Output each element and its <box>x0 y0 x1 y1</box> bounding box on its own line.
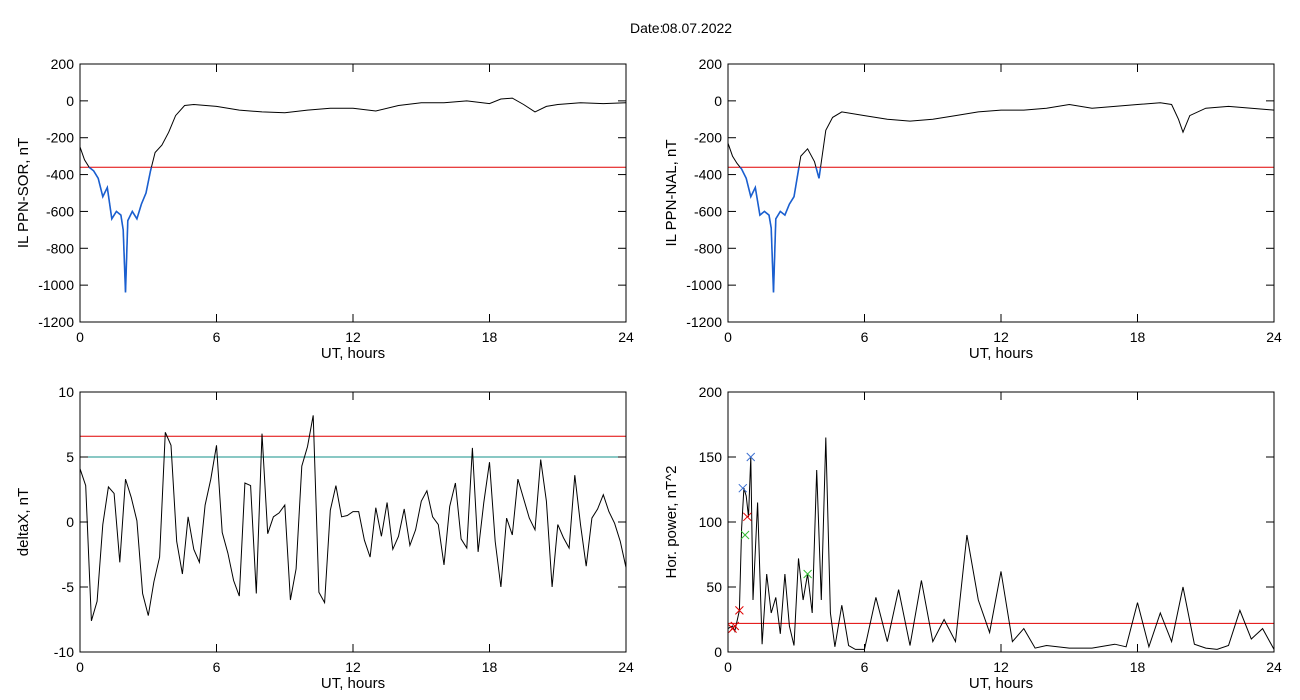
y-tick-label: 0 <box>66 514 74 530</box>
y-tick-label: 50 <box>706 579 722 595</box>
y-axis-label: Hor. power, nT^2 <box>663 466 680 579</box>
marker-6 <box>746 452 756 462</box>
marker-5 <box>740 530 750 540</box>
y-tick-label: -1200 <box>686 314 722 330</box>
y-tick-label: -800 <box>46 240 74 256</box>
x-tick-label: 12 <box>345 329 361 345</box>
chart-panels: 0 6 12 18 242000-200-400-600-800-1000-1200UT… <box>15 56 1282 692</box>
y-tick-label: 0 <box>714 93 722 109</box>
y-tick-label: 5 <box>66 449 74 465</box>
series-line <box>79 97 627 293</box>
x-tick-label: 24 <box>1266 329 1282 345</box>
y-tick-label: -1000 <box>38 277 74 293</box>
x-axis-label: UT, hours <box>969 675 1033 692</box>
figure-title-date: 08.07.2022 <box>662 20 732 36</box>
y-tick-label: 150 <box>699 449 723 465</box>
y-axis-label: IL PPN-SOR, nT <box>15 138 32 248</box>
y-tick-label: 0 <box>66 93 74 109</box>
x-tick-label: 24 <box>1266 659 1282 675</box>
x-tick-label: 12 <box>345 659 361 675</box>
plot-frame <box>727 63 1275 323</box>
y-tick-label: -800 <box>694 240 722 256</box>
x-tick-label: 24 <box>618 329 634 345</box>
y-tick-label: -400 <box>46 167 74 183</box>
marker-1 <box>730 621 740 631</box>
figure-title-label: Date: <box>630 20 663 36</box>
marker-3 <box>738 483 748 493</box>
y-tick-label: -400 <box>694 167 722 183</box>
y-tick-label: 100 <box>699 514 723 530</box>
plot-frame <box>79 391 627 653</box>
y-tick-label: -200 <box>46 130 74 146</box>
x-tick-label: 18 <box>482 329 498 345</box>
x-axis-label: UT, hours <box>321 345 385 362</box>
x-tick-label: 12 <box>993 329 1009 345</box>
x-axis-label: UT, hours <box>969 345 1033 362</box>
x-tick-label: 6 <box>213 329 221 345</box>
chart-hor-power: 0 6 12 18 24 200 150 100 50 0 UT, hours Hor. power,… <box>663 384 1282 692</box>
y-tick-label: -200 <box>694 130 722 146</box>
series-highlight <box>739 167 822 293</box>
y-tick-label: -600 <box>46 203 74 219</box>
x-tick-label: 0 <box>724 659 732 675</box>
y-axis-label: deltaX, nT <box>15 488 32 556</box>
marker-7 <box>803 569 812 579</box>
y-tick-label: -600 <box>694 203 722 219</box>
x-tick-label: 0 <box>724 329 732 345</box>
plot-frame <box>79 63 627 323</box>
plot-frame <box>727 391 1275 653</box>
marker-2 <box>735 606 744 615</box>
x-tick-label: 0 <box>76 329 84 345</box>
y-tick-label: 200 <box>699 56 723 72</box>
x-tick-label: 6 <box>213 659 221 675</box>
y-axis-label: IL PPN-NAL, nT <box>663 140 680 247</box>
x-tick-label: 12 <box>993 659 1009 675</box>
x-tick-label: 6 <box>861 659 869 675</box>
series-highlight <box>88 167 153 293</box>
chart-il-nal: 0 6 12 18 24 200 0 -200 -400 -600 -800 -1000 -1200 UT… <box>663 56 1282 362</box>
series-line <box>727 437 1275 650</box>
x-tick-label: 6 <box>861 329 869 345</box>
y-tick-label: 10 <box>58 384 74 400</box>
x-axis-label: UT, hours <box>321 675 385 692</box>
x-tick-label: 18 <box>1130 329 1146 345</box>
series-line <box>727 102 1275 293</box>
chart-deltax: 0 6 12 18 24 10 5 0 -5 -10 UT, hours deltaX, nT <box>15 384 634 692</box>
chart-il-sor: 0 6 12 18 24 200 0 -200 -400 -600 -800 -1000 -1200 UT… <box>15 56 634 362</box>
x-tick-label: 0 <box>76 659 84 675</box>
y-tick-label: -1200 <box>38 314 74 330</box>
y-tick-label: 200 <box>699 384 723 400</box>
y-tick-label: -10 <box>54 644 74 660</box>
series-line <box>79 415 627 621</box>
y-tick-label: -1000 <box>686 277 722 293</box>
marker-4 <box>742 512 752 522</box>
x-tick-label: 24 <box>618 659 634 675</box>
y-tick-label: 200 <box>51 56 75 72</box>
y-tick-label: 0 <box>714 644 722 660</box>
y-tick-label: -5 <box>62 579 75 595</box>
x-tick-label: 18 <box>482 659 498 675</box>
x-tick-label: 18 <box>1130 659 1146 675</box>
